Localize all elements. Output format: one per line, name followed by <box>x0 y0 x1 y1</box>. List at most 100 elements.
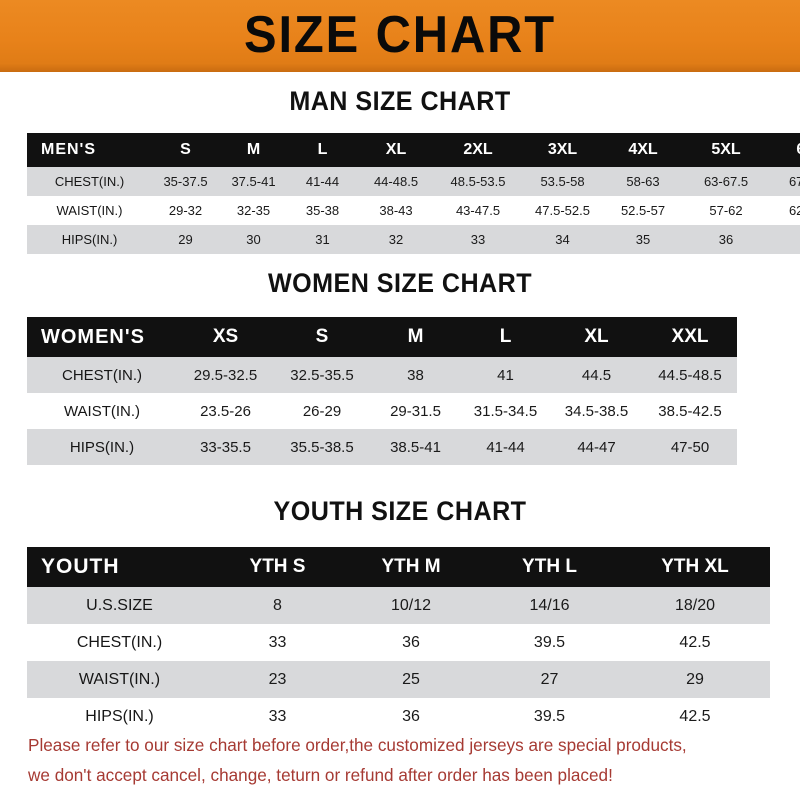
size-chart-banner: SIZE CHART <box>0 0 800 72</box>
men-hips-s: 29 <box>152 225 219 254</box>
youth-size-table: YOUTH YTH S YTH M YTH L YTH XL U.S.SIZE … <box>27 547 770 735</box>
man-size-chart-heading: MAN SIZE CHART <box>289 86 511 116</box>
table-row: WAIST(IN.) 29-32 32-35 35-38 38-43 43-47… <box>27 196 800 225</box>
order-policy-note-line-2: we don't accept cancel, change, teturn o… <box>28 765 613 785</box>
youth-hips-s: 33 <box>212 698 343 735</box>
youth-waist-s: 23 <box>212 661 343 698</box>
youth-row-label-waist: WAIST(IN.) <box>27 661 212 698</box>
women-col-header-s: S <box>274 317 370 357</box>
youth-col-header-s: YTH S <box>212 547 343 587</box>
women-hips-xl: 44-47 <box>550 429 643 465</box>
women-row-label-chest: CHEST(IN.) <box>27 357 177 393</box>
men-row-label-hips: HIPS(IN.) <box>27 225 152 254</box>
men-col-header-6xl: 6XL <box>770 133 800 167</box>
order-policy-note-line-1: Please refer to our size chart before or… <box>28 735 687 755</box>
youth-waist-xl: 29 <box>620 661 770 698</box>
women-col-header-m: M <box>370 317 461 357</box>
men-waist-6xl: 62-66.5 <box>770 196 800 225</box>
men-row-label-waist: WAIST(IN.) <box>27 196 152 225</box>
men-chest-5xl: 63-67.5 <box>682 167 770 196</box>
men-col-header-l: L <box>288 133 357 167</box>
youth-ussize-s: 8 <box>212 587 343 624</box>
table-row: CHEST(IN.) 35-37.5 37.5-41 41-44 44-48.5… <box>27 167 800 196</box>
women-corner-label: WOMEN'S <box>27 317 177 357</box>
women-waist-xxl: 38.5-42.5 <box>643 393 737 429</box>
table-row: U.S.SIZE 8 10/12 14/16 18/20 <box>27 587 770 624</box>
youth-col-header-l: YTH L <box>479 547 620 587</box>
women-size-table: WOMEN'S XS S M L XL XXL CHEST(IN.) 29.5-… <box>27 317 737 465</box>
youth-col-header-xl: YTH XL <box>620 547 770 587</box>
youth-row-label-chest: CHEST(IN.) <box>27 624 212 661</box>
women-hips-l: 41-44 <box>461 429 550 465</box>
youth-chest-m: 36 <box>343 624 479 661</box>
women-waist-l: 31.5-34.5 <box>461 393 550 429</box>
men-col-header-xl: XL <box>357 133 435 167</box>
men-row-label-chest: CHEST(IN.) <box>27 167 152 196</box>
table-row: WAIST(IN.) 23 25 27 29 <box>27 661 770 698</box>
youth-hips-m: 36 <box>343 698 479 735</box>
men-size-table: MEN'S S M L XL 2XL 3XL 4XL 5XL 6XL CHEST… <box>27 133 800 254</box>
men-chest-6xl: 67.5-72 <box>770 167 800 196</box>
youth-ussize-m: 10/12 <box>343 587 479 624</box>
youth-table-header-row: YOUTH YTH S YTH M YTH L YTH XL <box>27 547 770 587</box>
men-col-header-s: S <box>152 133 219 167</box>
youth-col-header-m: YTH M <box>343 547 479 587</box>
men-col-header-3xl: 3XL <box>521 133 604 167</box>
women-chest-xs: 29.5-32.5 <box>177 357 274 393</box>
table-row: HIPS(IN.) 33-35.5 35.5-38.5 38.5-41 41-4… <box>27 429 737 465</box>
men-chest-3xl: 53.5-58 <box>521 167 604 196</box>
youth-corner-label: YOUTH <box>27 547 212 587</box>
men-chest-4xl: 58-63 <box>604 167 682 196</box>
men-hips-2xl: 33 <box>435 225 521 254</box>
men-chest-s: 35-37.5 <box>152 167 219 196</box>
table-row: CHEST(IN.) 33 36 39.5 42.5 <box>27 624 770 661</box>
men-hips-3xl: 34 <box>521 225 604 254</box>
order-policy-note: Please refer to our size chart before or… <box>28 730 761 790</box>
men-hips-xl: 32 <box>357 225 435 254</box>
men-hips-6xl: 37 <box>770 225 800 254</box>
youth-chest-xl: 42.5 <box>620 624 770 661</box>
youth-row-label-hips: HIPS(IN.) <box>27 698 212 735</box>
men-table-header-row: MEN'S S M L XL 2XL 3XL 4XL 5XL 6XL <box>27 133 800 167</box>
women-hips-xs: 33-35.5 <box>177 429 274 465</box>
women-chest-xxl: 44.5-48.5 <box>643 357 737 393</box>
women-chest-s: 32.5-35.5 <box>274 357 370 393</box>
youth-chest-s: 33 <box>212 624 343 661</box>
youth-chest-l: 39.5 <box>479 624 620 661</box>
women-chest-xl: 44.5 <box>550 357 643 393</box>
men-col-header-5xl: 5XL <box>682 133 770 167</box>
youth-waist-m: 25 <box>343 661 479 698</box>
table-row: HIPS(IN.) 29 30 31 32 33 34 35 36 37 <box>27 225 800 254</box>
men-chest-m: 37.5-41 <box>219 167 288 196</box>
women-chest-l: 41 <box>461 357 550 393</box>
women-table-header-row: WOMEN'S XS S M L XL XXL <box>27 317 737 357</box>
men-waist-4xl: 52.5-57 <box>604 196 682 225</box>
men-waist-l: 35-38 <box>288 196 357 225</box>
women-waist-s: 26-29 <box>274 393 370 429</box>
men-chest-2xl: 48.5-53.5 <box>435 167 521 196</box>
table-row: WAIST(IN.) 23.5-26 26-29 29-31.5 31.5-34… <box>27 393 737 429</box>
women-size-chart-heading: WOMEN SIZE CHART <box>267 268 533 298</box>
youth-hips-l: 39.5 <box>479 698 620 735</box>
women-waist-m: 29-31.5 <box>370 393 461 429</box>
men-chest-l: 41-44 <box>288 167 357 196</box>
men-chest-xl: 44-48.5 <box>357 167 435 196</box>
men-waist-s: 29-32 <box>152 196 219 225</box>
men-hips-l: 31 <box>288 225 357 254</box>
table-row: CHEST(IN.) 29.5-32.5 32.5-35.5 38 41 44.… <box>27 357 737 393</box>
women-col-header-xs: XS <box>177 317 274 357</box>
women-col-header-l: L <box>461 317 550 357</box>
men-waist-xl: 38-43 <box>357 196 435 225</box>
women-col-header-xxl: XXL <box>643 317 737 357</box>
women-col-header-xl: XL <box>550 317 643 357</box>
women-waist-xs: 23.5-26 <box>177 393 274 429</box>
youth-ussize-xl: 18/20 <box>620 587 770 624</box>
youth-waist-l: 27 <box>479 661 620 698</box>
men-waist-m: 32-35 <box>219 196 288 225</box>
men-col-header-2xl: 2XL <box>435 133 521 167</box>
men-hips-5xl: 36 <box>682 225 770 254</box>
youth-hips-xl: 42.5 <box>620 698 770 735</box>
women-chest-m: 38 <box>370 357 461 393</box>
men-waist-2xl: 43-47.5 <box>435 196 521 225</box>
women-row-label-waist: WAIST(IN.) <box>27 393 177 429</box>
